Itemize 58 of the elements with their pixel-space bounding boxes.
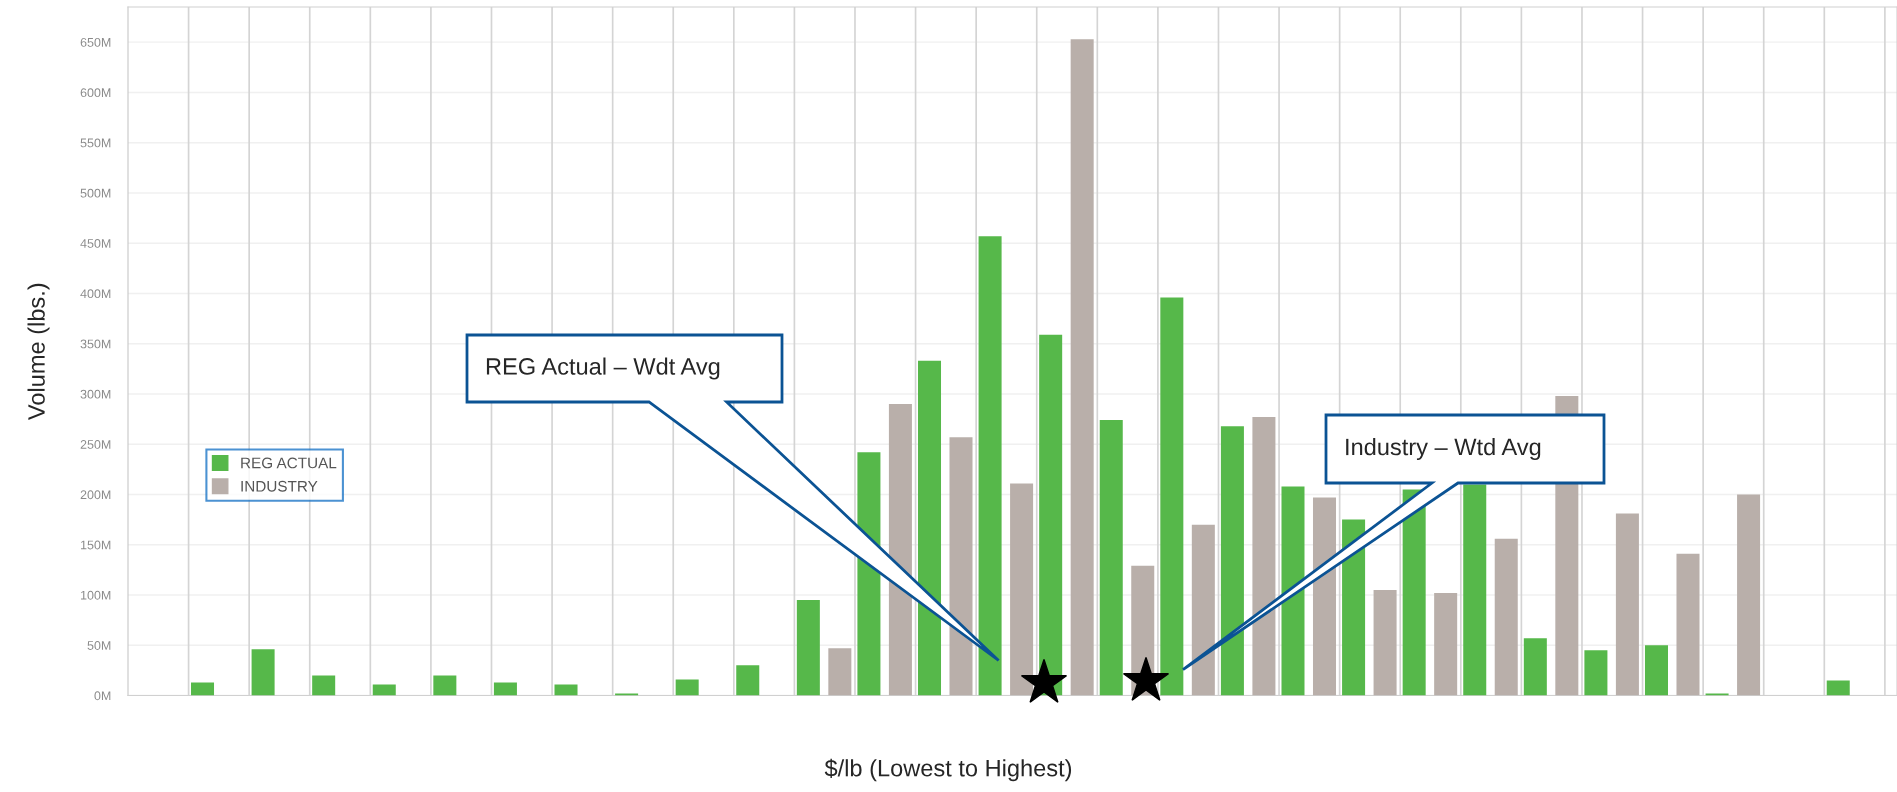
x-axis-title: $/lb (Lowest to Highest) [824,758,1072,782]
bar [1615,513,1639,696]
bar [1160,297,1184,696]
bar [1281,486,1305,696]
y-axis-title: Volume (lbs.) [27,283,50,421]
bar [1737,494,1761,696]
bar [888,404,912,696]
bar [372,684,396,696]
bar [1644,645,1668,696]
bar [251,649,275,696]
annotation: REG Actual – Wdt Avg [486,357,720,380]
bar [949,437,973,696]
bar [1373,589,1397,696]
y-tick-label: 200M [80,490,111,500]
bar [736,665,760,696]
bar [312,675,336,696]
y-tick-label: 500M [80,188,111,198]
bar [191,682,215,696]
bar [1434,592,1458,696]
bar [1342,519,1366,696]
annotation: Industry – Wtd Avg [1346,437,1541,460]
bar [1584,650,1608,696]
bar [1312,497,1337,696]
y-tick-label: 0M [94,691,111,701]
bar [978,236,1002,696]
bar [675,679,699,696]
bar [615,693,639,696]
bar [1494,538,1518,696]
bar [1220,426,1244,696]
bar [917,360,942,696]
bar [554,684,578,696]
y-tick-label: 250M [80,440,111,449]
bar [1676,553,1700,696]
y-tick-label: 300M [80,389,111,399]
y-tick-label: 650M [80,37,111,47]
y-tick-label: 100M [81,590,111,600]
y-tick-label: 550M [80,138,111,148]
bar [1826,680,1850,696]
y-tick-label: 150M [81,540,111,550]
bar [1523,638,1547,696]
y-tick-label: 400M [80,289,111,299]
bar [1191,524,1215,696]
y-tick-label: 450M [80,239,111,248]
legend-label: REG ACTUAL [241,457,337,469]
bar [828,648,852,696]
y-tick-label: 600M [80,88,111,98]
bar [433,675,457,696]
bar [1252,417,1276,696]
bar [493,682,517,696]
legend-label: INDUSTRY [241,480,318,492]
bar [1070,39,1094,696]
y-tick-label: 50M [87,641,111,650]
bar [1463,484,1487,696]
bar [796,600,820,696]
bar [1705,693,1729,696]
bar [1402,489,1426,696]
y-tick-label: 350M [80,339,111,349]
bar [1099,420,1123,696]
